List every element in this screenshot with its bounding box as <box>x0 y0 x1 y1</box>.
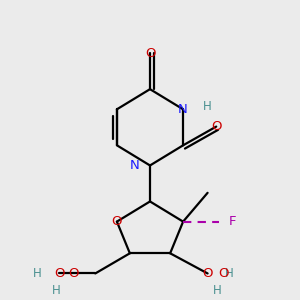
Text: F: F <box>228 215 236 228</box>
Text: N: N <box>129 159 139 172</box>
Text: O: O <box>145 47 155 60</box>
Text: H: H <box>52 284 61 297</box>
Text: O: O <box>202 267 213 280</box>
Text: N: N <box>178 103 188 116</box>
Text: O: O <box>218 267 229 280</box>
Text: H: H <box>213 284 222 297</box>
Text: O: O <box>112 215 122 228</box>
Text: H: H <box>203 100 212 113</box>
Text: O: O <box>68 267 79 280</box>
Text: H: H <box>33 267 42 280</box>
Text: O: O <box>54 267 64 280</box>
Text: H: H <box>225 267 234 280</box>
Text: O: O <box>211 120 221 133</box>
